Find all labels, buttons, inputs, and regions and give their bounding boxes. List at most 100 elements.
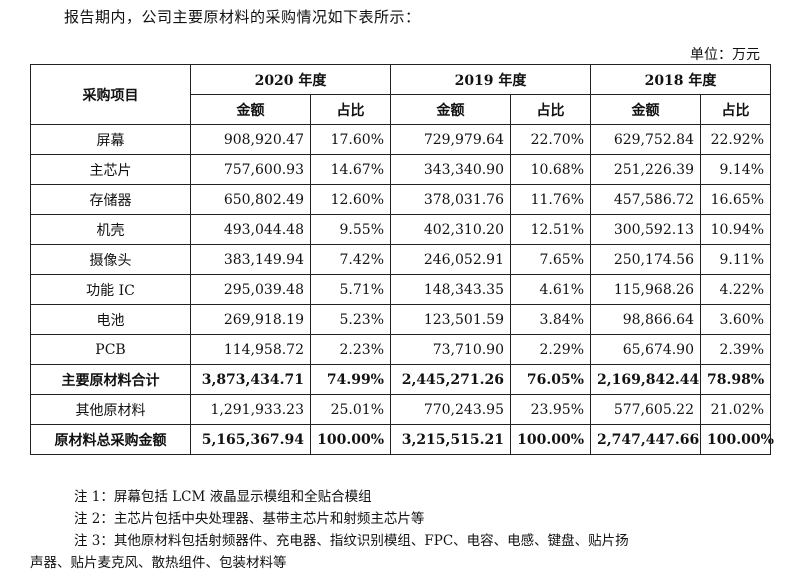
footnote-3-continued: 声器、贴片麦克风、散热组件、包装材料等 [30, 555, 287, 571]
amount-cell: 457,586.72 [590, 184, 701, 215]
amount-cell: 729,979.64 [390, 124, 511, 155]
amount-cell: 65,674.90 [590, 334, 701, 365]
amount-cell: 577,605.22 [590, 394, 701, 425]
ratio-header: 占比 [510, 94, 591, 125]
ratio-cell: 76.05% [510, 364, 591, 395]
table-row: 功能 IC 295,039.48 5.71% 148,343.35 4.61% 115,9… [30, 274, 771, 305]
amount-cell: 770,243.95 [390, 394, 511, 425]
table-row: 主要原材料合计 3,873,434.71 74.99% 2,445,271.26 76.… [30, 364, 771, 395]
amount-cell: 300,592.13 [590, 214, 701, 245]
unit-label: 单位：万元 [690, 47, 760, 63]
item-name-cell: 电池 [30, 304, 191, 335]
amount-cell: 383,149.94 [190, 244, 311, 275]
table-row: 摄像头 383,149.94 7.42% 246,052.91 7.65% 250,174… [30, 244, 771, 275]
item-name-cell: 其他原材料 [30, 394, 191, 425]
table-row: PCB 114,958.72 2.23% 73,710.90 2.29% 65,674.9… [30, 334, 771, 365]
ratio-cell: 25.01% [310, 394, 391, 425]
amount-header: 金额 [390, 94, 511, 125]
ratio-cell: 11.76% [510, 184, 591, 215]
ratio-cell: 17.60% [310, 124, 391, 155]
ratio-cell: 22.70% [510, 124, 591, 155]
ratio-cell: 9.14% [700, 154, 771, 185]
table-row: 主芯片 757,600.93 14.67% 343,340.90 10.68% 251,2… [30, 154, 771, 185]
purchase-table: 采购项目 2020 年度 2019 年度 2018 年度 金额 占比 金额 占比… [30, 64, 774, 455]
amount-cell: 2,169,842.44 [590, 364, 701, 395]
ratio-cell: 3.84% [510, 304, 591, 335]
table-row: 其他原材料 1,291,933.23 25.01% 770,243.95 23.95% 5… [30, 394, 771, 425]
item-name-cell: 存储器 [30, 184, 191, 215]
amount-cell: 2,445,271.26 [390, 364, 511, 395]
ratio-cell: 22.92% [700, 124, 771, 155]
table-row: 机壳 493,044.48 9.55% 402,310.20 12.51% 300,592… [30, 214, 771, 245]
item-name-cell: 功能 IC [30, 274, 191, 305]
amount-cell: 114,958.72 [190, 334, 311, 365]
ratio-cell: 100.00% [700, 424, 774, 455]
year-header-2020: 2020 年度 [190, 64, 391, 95]
ratio-cell: 2.29% [510, 334, 591, 365]
ratio-cell: 12.60% [310, 184, 391, 215]
amount-cell: 123,501.59 [390, 304, 511, 335]
footnote-1: 注 1：屏幕包括 LCM 液晶显示模组和全贴合模组 [74, 489, 372, 505]
amount-cell: 98,866.64 [590, 304, 701, 335]
amount-cell: 629,752.84 [590, 124, 701, 155]
amount-cell: 650,802.49 [190, 184, 311, 215]
amount-cell: 295,039.48 [190, 274, 311, 305]
amount-cell: 250,174.56 [590, 244, 701, 275]
item-name-cell: 主芯片 [30, 154, 191, 185]
table-row: 原材料总采购金额 5,165,367.94 100.00% 3,215,515.21 1… [30, 424, 774, 455]
amount-cell: 402,310.20 [390, 214, 511, 245]
ratio-cell: 12.51% [510, 214, 591, 245]
table-row: 电池 269,918.19 5.23% 123,501.59 3.84% 98,866.6… [30, 304, 771, 335]
table-body: 屏幕 908,920.47 17.60% 729,979.64 22.70% 629,75… [30, 124, 774, 455]
table-row: 存储器 650,802.49 12.60% 378,031.76 11.76% 457,5… [30, 184, 771, 215]
amount-cell: 378,031.76 [390, 184, 511, 215]
ratio-cell: 100.00% [310, 424, 391, 455]
ratio-cell: 10.68% [510, 154, 591, 185]
ratio-cell: 2.39% [700, 334, 771, 365]
ratio-cell: 21.02% [700, 394, 771, 425]
amount-cell: 251,226.39 [590, 154, 701, 185]
ratio-cell: 10.94% [700, 214, 771, 245]
amount-cell: 493,044.48 [190, 214, 311, 245]
item-name-cell: 原材料总采购金额 [30, 424, 191, 455]
ratio-cell: 78.98% [700, 364, 771, 395]
year-header-2018: 2018 年度 [590, 64, 771, 95]
ratio-cell: 74.99% [310, 364, 391, 395]
intro-text: 报告期内，公司主要原材料的采购情况如下表所示： [64, 8, 421, 26]
ratio-header: 占比 [700, 94, 771, 125]
ratio-cell: 5.71% [310, 274, 391, 305]
ratio-cell: 9.11% [700, 244, 771, 275]
item-name-cell: PCB [30, 334, 191, 365]
ratio-cell: 2.23% [310, 334, 391, 365]
ratio-cell: 5.23% [310, 304, 391, 335]
ratio-cell: 9.55% [310, 214, 391, 245]
amount-cell: 3,215,515.21 [390, 424, 511, 455]
ratio-cell: 23.95% [510, 394, 591, 425]
ratio-cell: 16.65% [700, 184, 771, 215]
ratio-header: 占比 [310, 94, 391, 125]
footnotes: 注 1：屏幕包括 LCM 液晶显示模组和全贴合模组 注 2：主芯片包括中央处理器… [30, 486, 770, 574]
ratio-cell: 100.00% [510, 424, 591, 455]
amount-cell: 73,710.90 [390, 334, 511, 365]
footnote-3: 注 3：其他原材料包括射频器件、充电器、指纹识别模组、FPC、电容、电感、键盘、… [74, 533, 629, 549]
ratio-cell: 7.65% [510, 244, 591, 275]
amount-cell: 3,873,434.71 [190, 364, 311, 395]
item-name-cell: 摄像头 [30, 244, 191, 275]
item-name-cell: 屏幕 [30, 124, 191, 155]
table-row: 屏幕 908,920.47 17.60% 729,979.64 22.70% 629,75… [30, 124, 771, 155]
amount-cell: 246,052.91 [390, 244, 511, 275]
ratio-cell: 14.67% [310, 154, 391, 185]
ratio-cell: 3.60% [700, 304, 771, 335]
year-header-2019: 2019 年度 [390, 64, 591, 95]
amount-cell: 343,340.90 [390, 154, 511, 185]
ratio-cell: 4.22% [700, 274, 771, 305]
amount-cell: 908,920.47 [190, 124, 311, 155]
amount-cell: 2,747,447.66 [590, 424, 701, 455]
amount-cell: 757,600.93 [190, 154, 311, 185]
amount-cell: 148,343.35 [390, 274, 511, 305]
item-header: 采购项目 [30, 64, 191, 125]
amount-cell: 269,918.19 [190, 304, 311, 335]
ratio-cell: 7.42% [310, 244, 391, 275]
amount-cell: 5,165,367.94 [190, 424, 311, 455]
item-name-cell: 主要原材料合计 [30, 364, 191, 395]
